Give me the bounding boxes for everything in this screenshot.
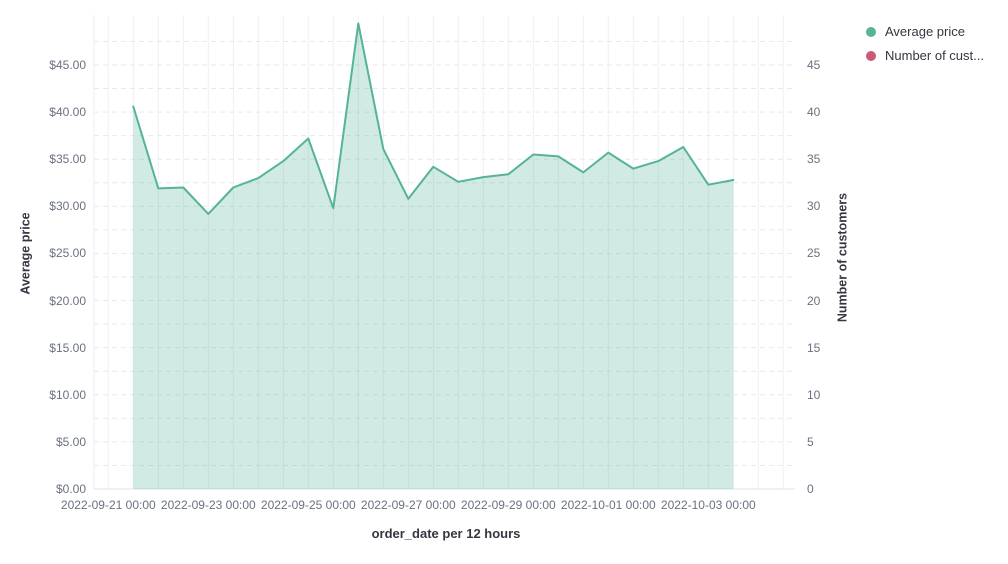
legend-series-label: Average price — [885, 24, 965, 39]
legend-item[interactable]: Average price — [866, 24, 984, 39]
right-axis-tick: 25 — [807, 246, 821, 261]
left-axis-tick: $25.00 — [49, 246, 86, 261]
left-axis-tick: $30.00 — [49, 199, 86, 214]
legend-series-label: Number of cust... — [885, 48, 984, 63]
left-axis-tick: $15.00 — [49, 340, 86, 355]
right-axis-tick: 10 — [807, 387, 821, 402]
average-price-line — [132, 22, 735, 215]
left-axis-tick: $5.00 — [55, 434, 86, 449]
right-axis-tick: 35 — [807, 152, 821, 167]
average-price-area-fill — [133, 23, 734, 489]
right-axis-tick: 30 — [807, 199, 821, 214]
left-axis-tick: $10.00 — [49, 387, 86, 402]
right-axis-tick: 5 — [807, 434, 814, 449]
right-axis-tick: 0 — [807, 482, 814, 496]
x-axis-title: order_date per 12 hours — [371, 526, 521, 541]
left-axis-tick: $45.00 — [49, 58, 86, 72]
x-axis-tick: 2022-10-01 00:00 — [560, 498, 656, 512]
x-axis-tick: 2022-09-29 00:00 — [460, 498, 556, 512]
legend-series-dot-icon — [866, 50, 876, 61]
right-axis-tick: 20 — [807, 293, 821, 308]
x-axis-tick: 2022-09-25 00:00 — [260, 498, 356, 512]
right-axis-tick: 40 — [807, 105, 821, 120]
right-axis-title: Number of customers — [835, 192, 850, 323]
left-axis-tick: $35.00 — [49, 152, 86, 167]
chart-legend: Average price Number of cust... — [866, 24, 984, 72]
left-axis-tick: $40.00 — [49, 105, 86, 120]
right-axis-tick: 15 — [807, 340, 821, 355]
legend-item[interactable]: Number of cust... — [866, 48, 984, 63]
x-axis-tick: 2022-09-27 00:00 — [360, 498, 456, 512]
x-axis-tick: 2022-09-21 00:00 — [60, 498, 156, 512]
left-axis-tick: $20.00 — [49, 293, 86, 308]
x-axis-tick: 2022-10-03 00:00 — [660, 498, 756, 512]
legend-series-dot-icon — [866, 26, 876, 37]
right-axis-tick: 45 — [807, 58, 821, 72]
x-axis-tick: 2022-09-23 00:00 — [160, 498, 256, 512]
left-axis-tick: $0.00 — [55, 482, 86, 496]
